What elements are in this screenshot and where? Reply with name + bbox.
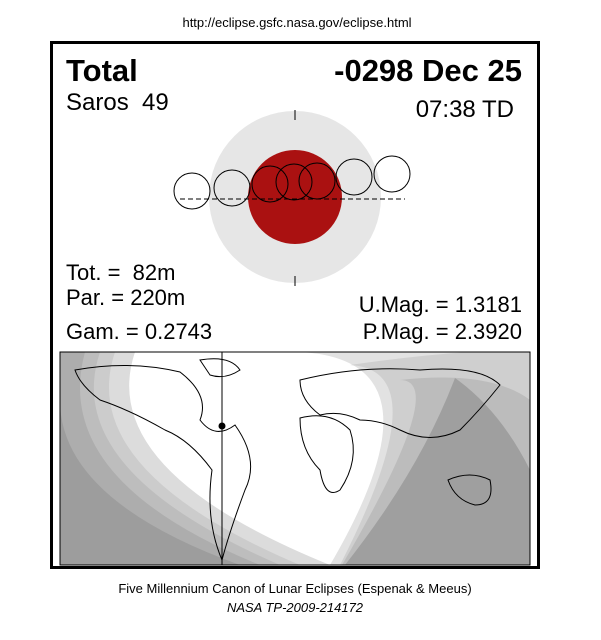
moon <box>335 158 373 196</box>
total-duration: Tot. = 82m <box>66 260 175 285</box>
partial-duration: Par. = 220m <box>66 285 185 310</box>
eclipse-date: -0298 Dec 25 <box>334 53 522 88</box>
moon <box>298 162 336 200</box>
saros: Saros 49 <box>66 89 169 116</box>
reference: NASA TP-2009-214172 <box>227 600 364 615</box>
map-border <box>59 351 531 566</box>
caption: Five Millennium Canon of Lunar Eclipses … <box>118 581 471 596</box>
greatest-eclipse-point <box>218 422 226 430</box>
eclipse-type: Total <box>66 53 138 88</box>
umbral-magnitude: U.Mag. = 1.3181 <box>359 292 522 317</box>
moon <box>373 155 411 193</box>
penumbral-magnitude: P.Mag. = 2.3920 <box>363 319 522 344</box>
umbra <box>248 150 342 244</box>
url: http://eclipse.gsfc.nasa.gov/eclipse.htm… <box>182 15 411 30</box>
moon <box>173 172 211 210</box>
world-map <box>59 351 531 566</box>
shadow-diagram <box>173 110 411 286</box>
moon <box>275 163 313 201</box>
gamma: Gam. = 0.2743 <box>66 319 212 344</box>
moon <box>213 169 251 207</box>
time: 07:38 TD <box>416 96 514 123</box>
moon <box>251 165 289 203</box>
